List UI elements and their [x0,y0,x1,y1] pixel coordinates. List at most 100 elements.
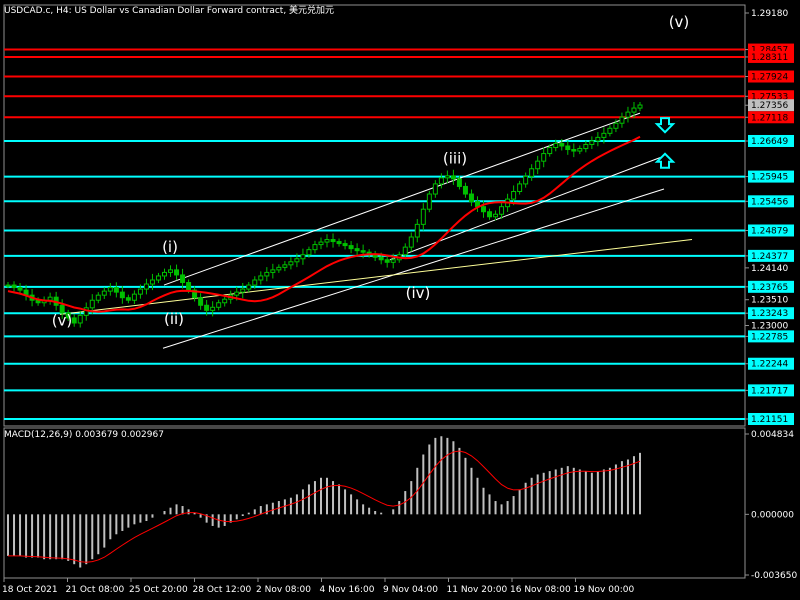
y-tick-label: 1.27924 [751,73,788,83]
candle [408,232,414,252]
candle [414,219,420,243]
macd-tick-label: 0.000000 [751,510,794,520]
candle [59,299,65,319]
x-tick-label: 16 Nov 08:00 [510,585,571,595]
candle [474,196,480,212]
candle [65,309,71,321]
y-tick-label: 1.23243 [751,309,788,319]
candle [360,244,366,259]
candle [432,180,438,198]
candle [288,257,294,270]
candle [402,243,408,259]
macd-tick-label: 0.004834 [751,430,794,440]
wave-label: (iv) [406,284,431,302]
channel-lower-line [162,188,665,349]
candle [282,261,288,272]
y-tick-label: 1.28457 [751,46,788,56]
wave-label: (v) [669,13,690,31]
x-tick-label: 25 Oct 20:00 [129,585,188,595]
candle [174,264,180,281]
moving-average-line [7,135,641,313]
candle [71,314,77,327]
x-tick-label: 18 Oct 2021 [2,585,58,595]
candle [462,182,468,198]
candle [276,264,282,273]
candle [210,301,216,317]
candle [300,248,306,265]
candle [101,287,107,299]
candle [384,254,390,268]
candle [595,132,601,147]
candle [444,170,450,184]
candle [601,127,607,144]
candle [180,268,186,289]
price-tag [748,413,794,425]
price-tag [748,111,794,124]
y-tick-label: 1.27118 [751,113,788,123]
candle [372,250,378,262]
y-tick-label: 1.28311 [751,53,788,63]
y-tick-label: 1.27356 [751,101,788,111]
candle [119,286,125,304]
macd-signal-line [8,450,641,563]
candle [613,119,619,133]
candle [342,239,348,250]
candle [95,292,101,304]
price-tag [748,50,794,63]
candle [535,155,541,175]
candle [240,283,246,299]
candle [493,210,499,221]
wave-label: (iii) [443,150,467,168]
candle [336,238,342,247]
price-tag [748,384,794,397]
wave-label: (v) [52,312,73,330]
price-tag [748,195,794,208]
candle [565,140,571,155]
price-pane-frame [3,4,746,427]
candle [559,138,565,151]
candle [252,276,258,289]
candle [499,202,505,219]
wave-label: (ii) [164,310,184,328]
candle [161,268,167,280]
macd-tick-label: -0.003650 [751,571,797,581]
candle [426,190,432,213]
candle [553,139,559,152]
candle [517,180,523,195]
y-tick-label: 1.22785 [751,332,788,342]
candle [216,299,222,311]
candle [487,208,493,220]
y-tick-label: 1.25456 [751,197,788,207]
x-tick-label: 4 Nov 16:00 [320,585,375,595]
x-tick-label: 9 Nov 04:00 [383,585,438,595]
price-tag [748,224,794,237]
candle [294,253,300,268]
candle [83,302,89,321]
candle [222,295,228,307]
candle [619,112,625,128]
candle [438,173,444,189]
candle [571,143,577,158]
candle [523,172,529,188]
candle [625,106,631,123]
candle [420,203,426,231]
y-tick-label: 1.24377 [751,252,788,262]
macd-pane-frame [3,427,746,579]
candle [5,282,11,289]
candle [246,282,252,293]
candle [204,299,210,316]
price-tag [748,249,794,262]
x-tick-label: 21 Oct 08:00 [66,585,125,595]
candle [107,283,113,296]
candle [192,286,198,302]
candle [577,145,583,155]
x-tick-label: 28 Oct 12:00 [193,585,252,595]
candle [318,237,324,250]
candle [306,246,312,258]
up-arrow-icon [654,117,676,134]
candle [348,241,354,254]
price-tag [748,357,794,370]
candle [198,293,204,310]
channel-upper-line [163,112,641,286]
